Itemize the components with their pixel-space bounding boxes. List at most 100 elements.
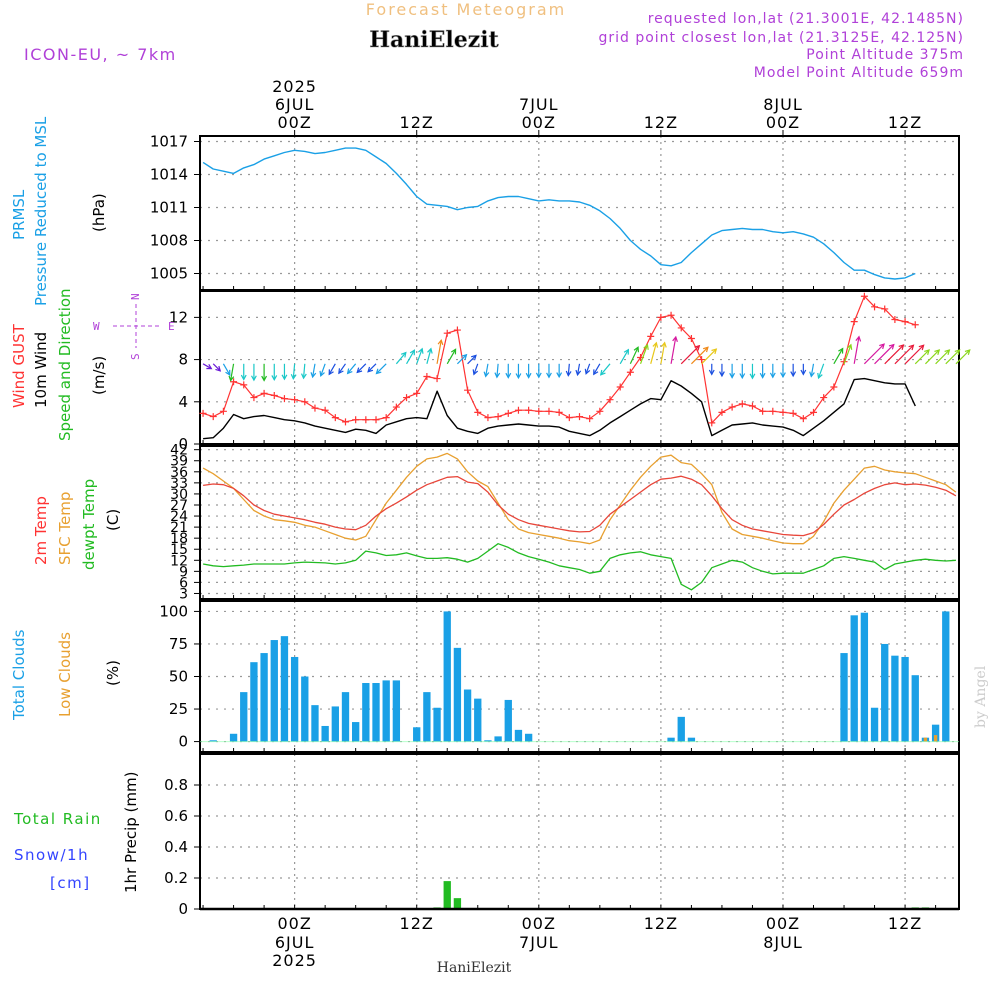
- total-cloud-bar: [667, 737, 675, 742]
- low-clouds-label: Low Clouds: [56, 632, 74, 717]
- pressure-ytick-label: 1011: [150, 199, 188, 217]
- wind-gust-marker: [382, 414, 390, 422]
- top-year-label: 2025: [272, 77, 317, 96]
- wind-direction-arrow: [228, 363, 235, 382]
- wind-gust-marker: [626, 368, 634, 376]
- wind-direction-arrow: [670, 335, 678, 364]
- wind-gust-marker: [565, 414, 573, 422]
- wind-direction-arrow: [426, 347, 433, 364]
- wind-gust-marker: [413, 389, 421, 397]
- wind-arrow-shaft: [328, 363, 336, 375]
- total-cloud-bar: [250, 662, 258, 742]
- wind-arrow-head: [505, 372, 512, 379]
- wind-arrow-head: [535, 372, 542, 379]
- wind-arrow-head: [483, 371, 490, 378]
- wind-arrow-head: [954, 349, 961, 355]
- compass-w: W: [93, 320, 100, 333]
- wind-gust-marker: [230, 378, 238, 386]
- wind-arrow-shaft: [230, 363, 235, 381]
- wind-direction-arrow: [629, 346, 639, 365]
- total-cloud-bar: [677, 716, 685, 742]
- wind-gust-marker: [484, 414, 492, 422]
- wind-gust-marker: [301, 398, 309, 406]
- wind-arrow-head: [711, 348, 718, 355]
- wind-direction-arrow: [935, 349, 951, 365]
- total-cloud-bar: [301, 676, 309, 742]
- wind-arrow-head: [515, 373, 522, 380]
- bottom-hour-label: 12Z: [888, 914, 922, 933]
- wind-arrow-head: [584, 368, 591, 375]
- wind-direction-arrow: [505, 363, 512, 379]
- wind-direction-arrow: [222, 363, 231, 376]
- wind-frame: [199, 290, 960, 445]
- wind-arrow-head: [964, 349, 971, 355]
- clouds-labels: Total Clouds Low Clouds (%): [10, 629, 122, 721]
- precip-frame: [199, 753, 960, 910]
- wind-arrow-head: [310, 372, 317, 379]
- wind-arrow-shaft: [904, 344, 925, 365]
- wind-direction-arrow: [375, 363, 387, 375]
- wind-arrow-head: [228, 375, 235, 382]
- wind-arrow-head: [470, 354, 477, 361]
- bottom-hour-label: 00Z: [277, 914, 311, 933]
- wind-gust-marker: [555, 408, 563, 416]
- wind-10m-line: [203, 377, 916, 440]
- wind-gust-marker: [240, 381, 248, 389]
- wind-arrow-head: [300, 373, 307, 380]
- wind-gust-marker: [698, 356, 706, 364]
- wind-gust-marker: [576, 413, 583, 421]
- wind-panel: 12 8 4 0: [169, 290, 971, 453]
- wind-arrow-head: [565, 370, 572, 377]
- wind-gust-marker: [586, 415, 594, 423]
- wind-gust-marker: [372, 416, 380, 424]
- wind-arrow-shaft: [436, 340, 442, 364]
- wind-direction-arrow: [790, 363, 797, 378]
- wind-arrow-head: [437, 338, 444, 346]
- clouds-unit: (%): [104, 660, 122, 686]
- total-cloud-bar: [321, 725, 329, 742]
- wind-gust-marker: [647, 332, 655, 340]
- wind-direction-arrow: [769, 363, 776, 379]
- wind-arrow-head: [879, 343, 885, 350]
- wind-arrow-shaft: [406, 349, 415, 365]
- total-cloud-bar: [463, 689, 472, 742]
- wind-arrow-shaft: [395, 352, 407, 365]
- wind-gust-marker: [362, 416, 370, 424]
- wind-arrow-head: [739, 373, 746, 380]
- wind-gust-marker: [494, 413, 502, 421]
- total-cloud-bar: [270, 640, 278, 742]
- wind-gust-marker: [545, 407, 553, 415]
- wind-arrow-head: [250, 375, 257, 382]
- wind-direction-arrow: [925, 349, 941, 365]
- temp-ytick-label: 24: [170, 509, 188, 525]
- temp-ytick-label: 9: [179, 564, 188, 580]
- wind-direction-arrow: [467, 354, 477, 365]
- precip-labels: Total Rain Snow/1h [cm] 1hr Precip (mm): [13, 772, 140, 893]
- wind-labels: Wind GUST 10m Wind Speed and Direction (…: [10, 288, 175, 441]
- wind-gust-marker: [830, 383, 838, 391]
- temp-sfc-label: SFC Temp: [56, 492, 74, 565]
- wind-gust-marker: [820, 394, 828, 402]
- wind-arrow-shaft: [567, 363, 570, 376]
- low-cloud-bar: [933, 735, 938, 742]
- wind-gust-marker: [891, 315, 899, 323]
- wind-direction-arrow: [680, 344, 701, 365]
- wind-direction-arrow: [584, 363, 591, 375]
- wind-gust-marker: [687, 334, 695, 342]
- temp-ytick-label: 3: [179, 586, 188, 602]
- wind-arrow-head: [800, 369, 807, 376]
- wind-direction-arrow: [472, 363, 479, 376]
- total-cloud-bar: [504, 699, 512, 742]
- total-cloud-bar: [240, 692, 248, 742]
- wind-arrow-shaft: [935, 349, 950, 365]
- wind-gust-marker: [881, 305, 889, 313]
- bottom-date-label: 8JUL: [763, 933, 803, 952]
- wind-arrow-shaft: [456, 354, 467, 365]
- top-hour-label: 12Z: [400, 113, 434, 132]
- wind-direction-arrow: [690, 346, 709, 365]
- total-cloud-bar: [423, 692, 431, 742]
- precip-panel: 0.8 0.6 0.4 0.2 0: [164, 753, 960, 918]
- total-cloud-bar: [443, 611, 451, 742]
